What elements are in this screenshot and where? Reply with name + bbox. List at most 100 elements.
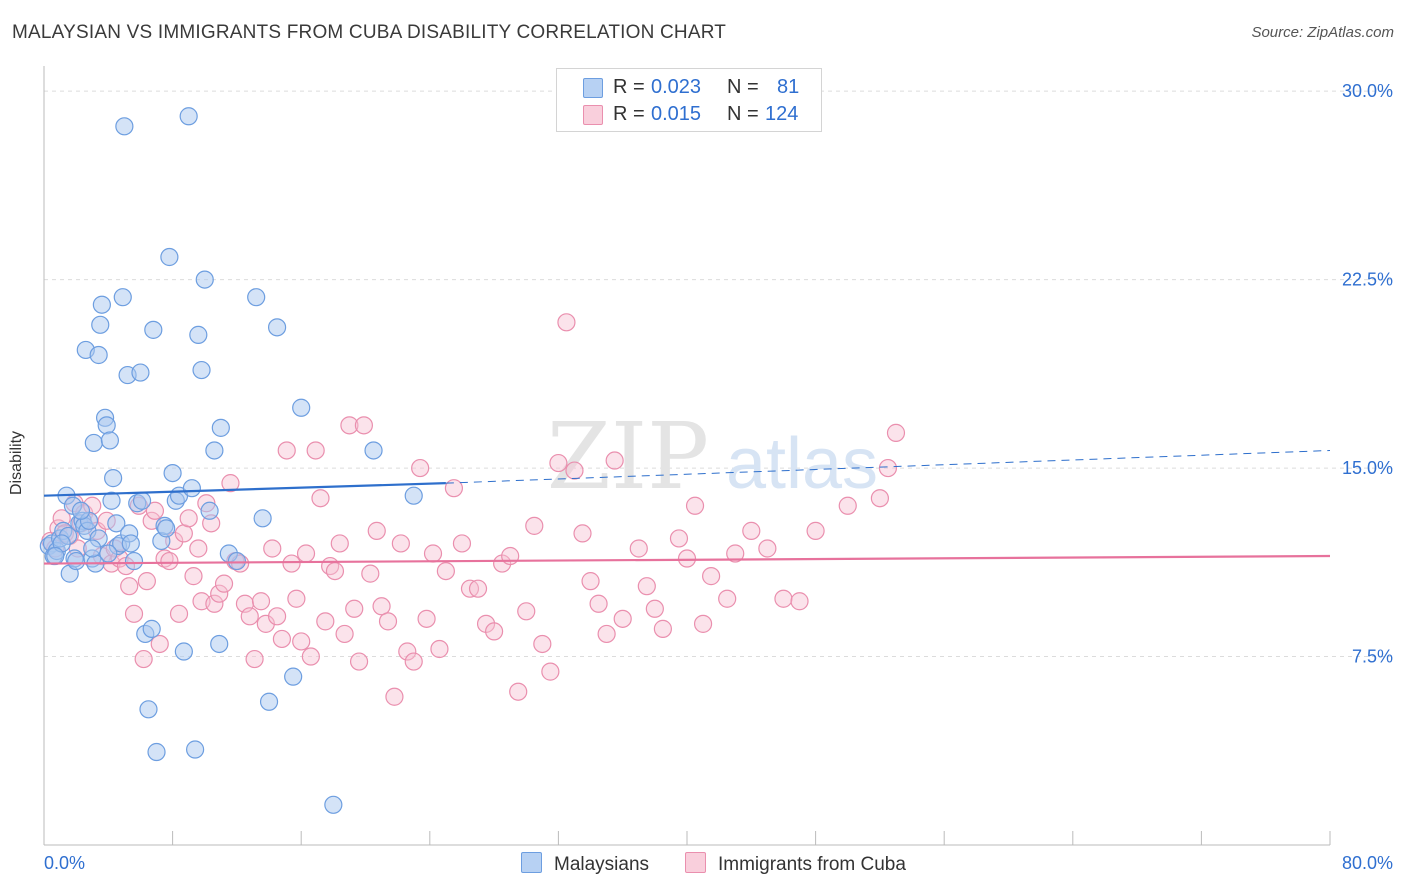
data-point-malaysians [227, 551, 246, 571]
data-point-cuba [653, 619, 672, 638]
data-point-cuba [501, 546, 520, 566]
data-point-malaysians [182, 479, 201, 498]
data-point-cuba [134, 649, 153, 669]
trend-line-malaysians-extension [445, 449, 1331, 484]
data-point-cuba [277, 441, 296, 460]
data-point-cuba [726, 544, 745, 563]
data-point-cuba [423, 544, 443, 563]
data-point-cuba [120, 577, 139, 596]
data-point-malaysians [247, 288, 266, 307]
data-point-cuba [685, 496, 705, 515]
data-point-malaysians [97, 416, 116, 435]
bottom-legend-swatch-blue [521, 852, 542, 873]
data-point-cuba [221, 474, 240, 493]
data-point-cuba [354, 416, 373, 435]
data-point-cuba [361, 564, 380, 583]
data-point-cuba [245, 649, 264, 669]
data-point-cuba [886, 423, 906, 442]
data-point-cuba [189, 539, 208, 558]
data-point-cuba [629, 539, 648, 558]
data-point-cuba [718, 589, 737, 608]
data-point-cuba [214, 574, 234, 593]
data-point-cuba [758, 539, 777, 558]
watermark: ZIP atlas [547, 403, 878, 510]
data-point-cuba [565, 461, 584, 480]
data-point-cuba [533, 634, 552, 654]
data-point-cuba [468, 579, 488, 598]
data-point-malaysians [267, 318, 287, 337]
data-point-malaysians [71, 501, 91, 520]
data-point-cuba [287, 589, 306, 608]
data-point-malaysians [292, 398, 311, 417]
data-point-malaysians [144, 320, 163, 339]
legend-r-value: 0.023 [651, 76, 702, 98]
data-point-cuba [430, 639, 449, 659]
bottom-legend-label-malaysians: Malaysians [554, 854, 650, 875]
data-point-cuba [184, 567, 203, 586]
chart-title: MALAYSIAN VS IMMIGRANTS FROM CUBA DISABI… [12, 22, 727, 43]
data-point-cuba [296, 544, 316, 563]
data-point-cuba [301, 647, 320, 666]
data-point-cuba [525, 516, 544, 535]
data-point-cuba [330, 534, 349, 553]
data-point-cuba [541, 662, 560, 681]
data-point-cuba [398, 642, 417, 661]
data-point-cuba [485, 622, 504, 641]
data-point-cuba [306, 441, 325, 460]
data-point-cuba [282, 554, 301, 573]
data-point-cuba [452, 534, 472, 553]
data-point-cuba [263, 539, 282, 558]
data-point-cuba [179, 509, 198, 528]
data-point-cuba [702, 567, 721, 586]
data-point-malaysians [115, 117, 134, 136]
data-point-malaysians [192, 360, 211, 380]
data-point-cuba [240, 607, 259, 626]
data-point-malaysians [195, 270, 214, 289]
series-immigrants-from-cuba [41, 313, 906, 706]
data-point-malaysians [132, 491, 152, 510]
data-point-malaysians [324, 795, 343, 814]
legend-n-value: 124 [765, 103, 799, 125]
data-point-cuba [124, 604, 144, 623]
data-point-cuba [372, 597, 391, 616]
data-point-cuba [693, 614, 713, 633]
data-point-cuba [205, 594, 224, 613]
data-point-cuba [292, 632, 311, 651]
data-point-malaysians [253, 509, 272, 528]
data-point-cuba [325, 561, 345, 581]
data-point-cuba [589, 594, 608, 613]
data-point-malaysians [147, 742, 166, 762]
data-point-malaysians [142, 619, 161, 638]
data-point-cuba [637, 577, 656, 596]
data-point-malaysians [67, 551, 86, 571]
bottom-legend-malaysians: Malaysians [521, 852, 649, 876]
legend-n-label: N = [727, 76, 759, 98]
data-point-cuba [411, 458, 430, 478]
data-point-malaysians [124, 551, 144, 571]
watermark-zip: ZIP [547, 403, 709, 510]
data-point-malaysians [186, 740, 205, 759]
axes [43, 66, 1331, 846]
data-point-malaysians [179, 107, 198, 126]
data-point-cuba [267, 607, 287, 626]
tick-labels: 7.5% 15.0% 22.5% 30.0% 0.0% 80.0% [44, 81, 1393, 873]
data-point-cuba [677, 549, 697, 568]
data-point-cuba [417, 609, 436, 628]
grid-lines [44, 90, 1392, 658]
data-point-malaysians [259, 692, 279, 711]
data-point-cuba [597, 624, 616, 644]
data-point-malaysians [211, 418, 230, 437]
legend-r-label: R = [613, 76, 645, 98]
data-point-cuba [838, 496, 857, 515]
data-point-malaysians [364, 441, 383, 460]
data-point-malaysians [160, 247, 179, 267]
y-tick-label: 30.0% [1342, 81, 1393, 101]
data-point-cuba [509, 682, 528, 701]
data-point-malaysians [113, 288, 132, 307]
data-point-cuba [385, 687, 404, 706]
data-point-cuba [404, 652, 423, 671]
data-point-malaysians [189, 325, 208, 344]
data-point-cuba [870, 489, 890, 508]
data-point-cuba [169, 604, 189, 623]
